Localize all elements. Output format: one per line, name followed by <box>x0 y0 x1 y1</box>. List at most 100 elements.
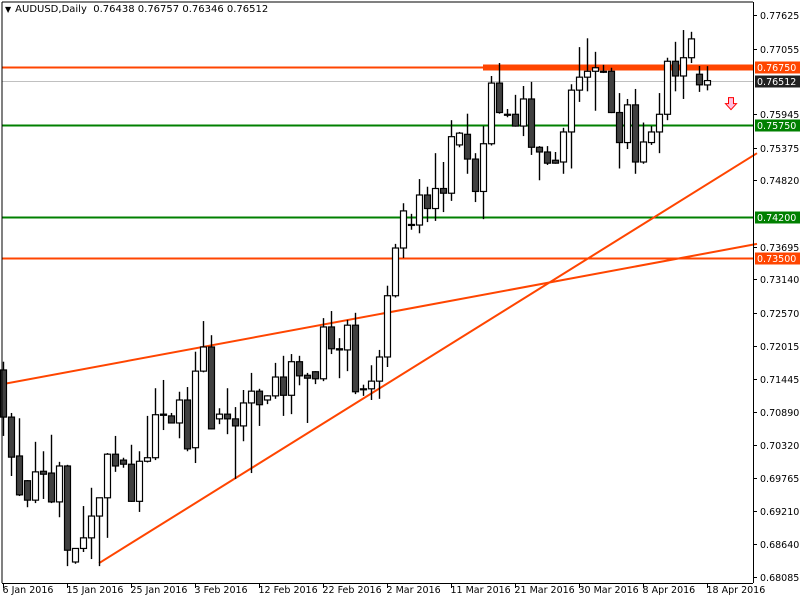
candle-bearish <box>671 60 680 77</box>
candle-bearish <box>295 361 304 377</box>
x-tick-label: 11 Mar 2016 <box>451 585 511 596</box>
candle-bearish <box>607 70 616 114</box>
y-tick-label: 0.68085 <box>760 573 799 584</box>
y-tick-label: 0.75375 <box>760 144 799 155</box>
candle-bearish <box>535 146 544 153</box>
candle-bearish <box>183 399 192 450</box>
candle-bullish <box>415 194 424 226</box>
candle-bearish <box>7 416 16 458</box>
candle-bearish <box>23 480 32 501</box>
x-tick-label: 3 Feb 2016 <box>195 585 248 596</box>
candle-bullish <box>391 247 400 297</box>
candle-bearish <box>495 82 504 114</box>
candle-bullish <box>703 79 712 86</box>
x-tick-label: 6 Jan 2016 <box>3 585 54 596</box>
candle-bearish <box>615 111 624 144</box>
candle-bullish <box>399 210 408 249</box>
y-tick-label: 0.74820 <box>760 176 799 187</box>
candle-bearish <box>311 371 320 380</box>
candle-bullish <box>263 395 272 401</box>
candle-bearish <box>359 388 368 391</box>
candle-bullish <box>71 547 80 563</box>
candle-bullish <box>287 361 296 396</box>
candle-bullish <box>559 131 568 163</box>
candle-bullish <box>383 295 392 358</box>
y-tick-label: 0.73140 <box>760 275 799 286</box>
candle-bullish <box>639 141 648 163</box>
candle-bearish <box>231 418 240 427</box>
y-tick-label: 0.70320 <box>760 441 799 452</box>
candle-bullish <box>135 460 144 502</box>
candle-bearish <box>279 376 288 396</box>
candle-bullish <box>87 515 96 539</box>
candle-bullish <box>487 82 496 145</box>
candle-bullish <box>343 324 352 351</box>
candle-bearish <box>511 113 520 127</box>
y-tick-label: 0.71445 <box>760 375 799 386</box>
candle-bearish <box>167 415 176 424</box>
candle-bullish <box>319 326 328 380</box>
chart-header: ▼ AUDUSD,Daily 0.76438 0.76757 0.76346 0.… <box>5 4 268 15</box>
candle-bullish <box>215 413 224 420</box>
x-tick-label: 21 Mar 2016 <box>515 585 575 596</box>
y-tick-label: 0.77625 <box>760 11 799 22</box>
candle-bullish <box>159 413 168 416</box>
open-value: 0.76438 <box>93 4 135 15</box>
candle-bullish <box>455 132 464 146</box>
candle-bearish <box>39 470 48 475</box>
candle-bullish <box>247 390 256 404</box>
candle-bearish <box>551 159 560 164</box>
candle-bearish <box>471 158 480 193</box>
candle-bearish <box>463 133 472 160</box>
candle-bullish <box>375 356 384 382</box>
x-tick-label: 15 Jan 2016 <box>67 585 124 596</box>
candle-bullish <box>239 402 248 427</box>
candle-bearish <box>63 465 72 551</box>
candle-bearish <box>423 194 432 210</box>
level-label-bg <box>755 252 800 265</box>
candle-bearish <box>439 187 448 194</box>
candle-bearish <box>527 98 536 148</box>
y-tick-label: 0.72015 <box>760 342 799 353</box>
level-zone-0.76750 <box>483 64 753 71</box>
y-tick-label: 0.69765 <box>760 474 799 485</box>
close-value: 0.76512 <box>226 4 269 15</box>
y-tick-label: 0.70890 <box>760 408 799 419</box>
candle-bullish <box>79 537 88 550</box>
candle-bullish <box>143 457 152 462</box>
candle-bullish <box>663 60 672 115</box>
candle-bearish <box>223 413 232 420</box>
candle-bullish <box>191 370 200 449</box>
bid-label: 0.76512 <box>757 77 796 88</box>
candle-bearish <box>327 326 336 350</box>
arrow-down-icon <box>724 97 738 111</box>
y-tick-label: 0.77055 <box>760 45 799 56</box>
candle-bullish <box>647 131 656 144</box>
candle-bullish <box>367 380 376 390</box>
triangle-down-icon[interactable]: ▼ <box>5 5 12 14</box>
candle-bearish <box>631 104 640 163</box>
candle-bullish <box>623 104 632 144</box>
level-label: 0.76750 <box>757 63 796 74</box>
y-tick-label: 0.73695 <box>760 243 799 254</box>
candle-bearish <box>599 70 608 73</box>
candle-bullish <box>103 453 112 499</box>
candle-bullish <box>271 376 280 397</box>
x-tick-label: 30 Mar 2016 <box>579 585 639 596</box>
level-label: 0.75750 <box>757 121 796 132</box>
candle-bullish <box>519 98 528 127</box>
x-tick-label: 25 Jan 2016 <box>131 585 188 596</box>
bid-label-bg <box>755 75 800 88</box>
y-tick-label: 0.68640 <box>760 540 799 551</box>
x-tick-label: 2 Mar 2016 <box>387 585 441 596</box>
y-tick-label: 0.72570 <box>760 309 799 320</box>
candle-bearish <box>695 73 704 86</box>
high-value: 0.76757 <box>137 4 180 15</box>
x-tick-label: 22 Feb 2016 <box>323 585 382 596</box>
candle-bearish <box>47 472 56 503</box>
candle-bullish <box>95 497 104 517</box>
candle-bullish <box>479 143 488 193</box>
candle-bullish <box>591 67 600 72</box>
candle-bearish <box>543 151 552 164</box>
